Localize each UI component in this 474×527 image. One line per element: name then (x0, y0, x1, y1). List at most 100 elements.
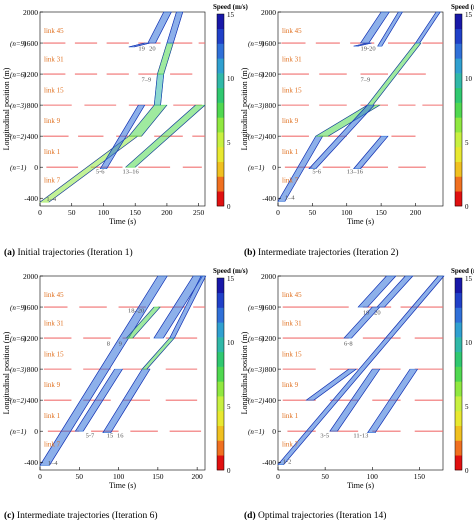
colorbar-segment (217, 117, 224, 133)
colorbar-tick-label: 0 (465, 203, 469, 211)
y-tick-label: 2000 (23, 272, 38, 281)
colorbar-title: Speed (m/s) (451, 267, 474, 275)
x-axis-title: Time (s) (109, 481, 136, 490)
vehicle-group-label: 19-20 (361, 45, 376, 52)
trajectory-line (126, 306, 155, 339)
caption-d: (d) Optimal trajectories (Iteration 14) (244, 511, 386, 521)
intersection-label: (n=2) (10, 133, 27, 141)
colorbar-tick-label: 5 (227, 139, 231, 147)
colorbar-tick-label: 10 (465, 339, 473, 347)
colorbar-segment (455, 58, 462, 74)
vehicle-group-label: 5-6 (96, 169, 105, 176)
colorbar-segment (455, 322, 462, 338)
intersection-label: (n=9) (248, 40, 265, 48)
colorbar-tick-label: 15 (465, 11, 473, 19)
y-tick-label: 400 (265, 132, 277, 141)
intersection-label: (n=1) (248, 164, 265, 172)
y-axis-title: Longitudinal position (m) (240, 67, 249, 150)
intersection-label: (n=1) (10, 428, 27, 436)
colorbar-segment (217, 351, 224, 367)
caption-c-letter: (c) (4, 511, 15, 521)
intersection-label: (n=2) (10, 397, 27, 405)
colorbar-frame (216, 277, 225, 471)
colorbar-segment (217, 14, 224, 30)
trajectory-line (160, 74, 165, 106)
x-tick-label: 200 (192, 472, 204, 481)
trajectory-line (163, 42, 174, 75)
trajectory-line (357, 275, 387, 308)
colorbar-segment (455, 73, 462, 89)
vehicle-group-label: 9 (119, 341, 122, 348)
vehicle-group-label: 13–16 (347, 169, 364, 176)
y-tick-label: 800 (265, 101, 277, 110)
colorbar-segment (217, 87, 224, 103)
vehicle-group-label: 5-6 (312, 169, 321, 176)
x-tick-label: 0 (38, 208, 42, 217)
intersection-label: (n=1) (248, 428, 265, 436)
colorbar-tick-label: 15 (227, 11, 235, 19)
vehicle-group-label: 5-7 (86, 433, 95, 440)
caption-b-text: Intermediate trajectories (Iteration 2) (258, 248, 399, 258)
x-tick-label: 250 (193, 208, 205, 217)
y-tick-label: 800 (265, 365, 277, 374)
trajectory-line (284, 136, 323, 202)
x-tick-label: 200 (161, 208, 173, 217)
y-tick-label: 0 (272, 163, 276, 172)
link-label: link 9 (282, 117, 299, 125)
trajectory-line (128, 42, 145, 48)
y-tick-label: 400 (27, 396, 39, 405)
link-label: link 7 (44, 441, 61, 449)
trajectory-line (367, 368, 411, 433)
x-axis-title: Time (s) (109, 217, 136, 226)
link-label: link 15 (44, 87, 64, 95)
y-tick-label: 2000 (261, 8, 276, 17)
trajectory-line (128, 104, 155, 137)
caption-a-text: Initial trajectories (Iteration 1) (17, 248, 133, 258)
vehicle-group-label: 1–4 (48, 460, 59, 467)
colorbar-segment (455, 278, 462, 294)
trajectory-line (147, 11, 165, 44)
link-label: link 31 (282, 56, 302, 64)
y-tick-label: 1200 (261, 70, 276, 79)
intersection-label: (n=3) (248, 366, 265, 374)
link-label: link 45 (44, 27, 64, 35)
colorbar-segment (455, 43, 462, 59)
trajectory-line (343, 306, 373, 339)
colorbar-segment (217, 28, 224, 44)
link-label: link 15 (282, 87, 302, 95)
colorbar-segment (217, 366, 224, 382)
vehicle-group-label: 20 (149, 45, 156, 52)
vehicle-group-label: 13–16 (123, 169, 140, 176)
trajectory-line (381, 11, 403, 47)
trajectory-line (134, 104, 206, 168)
trajectory-line (141, 104, 168, 137)
x-tick-label: 50 (321, 472, 329, 481)
intersection-label: (n=2) (248, 397, 265, 405)
caption-d-text: Optimal trajectories (Iteration 14) (258, 511, 387, 521)
panel-d: link 45 link 31 link 15 link 9 link 1 link 7 1… (240, 267, 474, 490)
y-tick-label: 400 (27, 132, 39, 141)
colorbar-segment (455, 87, 462, 103)
colorbar-segment (455, 440, 462, 456)
y-tick-label: 1600 (23, 39, 38, 48)
x-tick-label: 0 (38, 472, 42, 481)
trajectory-line (357, 42, 372, 47)
y-axis-title: Longitudinal position (m) (240, 331, 249, 414)
colorbar-segment (217, 440, 224, 456)
colorbar-segment (217, 307, 224, 323)
colorbar-segment (217, 43, 224, 59)
panel-b: link 45 link 31 link 15 link 9 link 1 link 7 1… (240, 3, 474, 226)
colorbar-segment (217, 58, 224, 74)
vehicle-group-label: 15 (107, 433, 114, 440)
trajectory-line (277, 136, 317, 202)
vehicle-group-label: 1-2 (283, 459, 292, 466)
panel-c: link 45 link 31 link 15 link 9 link 1 link 7 1… (2, 267, 248, 490)
colorbar-tick-label: 10 (227, 75, 235, 83)
colorbar-segment (217, 425, 224, 441)
colorbar-segment (217, 292, 224, 308)
link-label: link 1 (44, 412, 61, 420)
colorbar-title: Speed (m/s) (213, 3, 248, 11)
trajectory-line (353, 42, 368, 47)
trajectory-line (100, 104, 139, 169)
trajectory-line (374, 368, 418, 433)
